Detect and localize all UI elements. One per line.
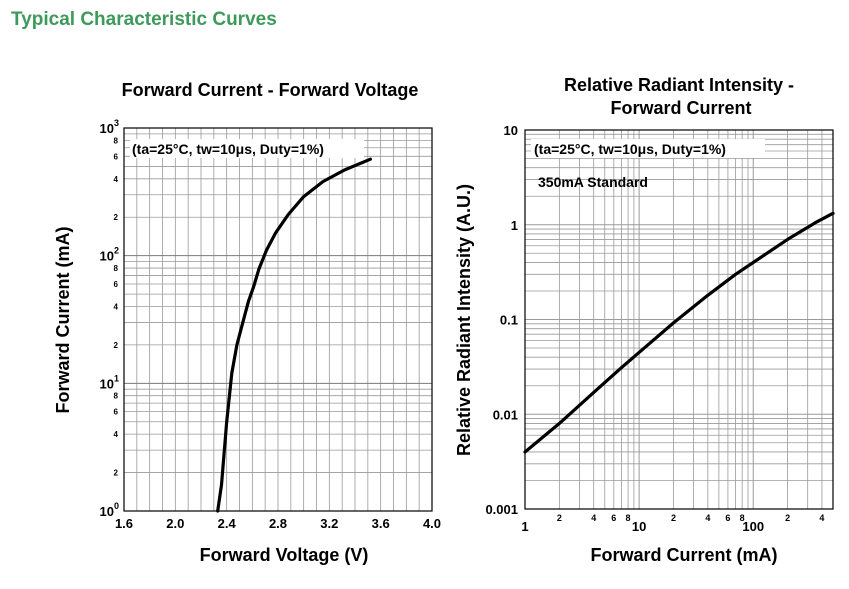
y-minor-tick-label: 6 [114,152,119,161]
x-tick-label: 3.6 [372,516,390,531]
x-tick-label: 2.0 [166,516,184,531]
y-tick-labels: 0.001 0.01 0.1 1 10 [485,123,518,517]
y-minor-tick-label: 6 [114,408,119,417]
x-minor-tick-label: 6 [725,513,730,523]
chart-title: Forward Current - Forward Voltage [122,80,419,100]
x-minor-tick-label: 8 [626,513,631,523]
x-axis-label: Forward Voltage (V) [200,545,369,565]
y-axis-label: Relative Radiant Intensity (A.U.) [454,184,474,456]
x-minor-tick-label: 2 [671,513,676,523]
plot-frame [524,129,834,510]
y-minor-tick-label: 6 [114,280,119,289]
forward-current-voltage-chart: Forward Current - Forward Voltage 100 101… [53,80,441,565]
y-minor-tick-label: 4 [114,430,119,439]
x-minor-tick-label: 2 [785,513,790,523]
x-minor-tick-label: 4 [705,513,710,523]
x-minor-tick-label: 6 [611,513,616,523]
y-tick-label: 103 [100,118,119,136]
y-minor-tick-label: 8 [114,136,119,145]
annotation-box [130,139,364,158]
conditions-annotation: (ta=25°C, tw=10μs, Duty=1%) [132,141,324,157]
x-tick-label: 2.4 [218,516,237,531]
series-line [216,157,372,513]
relative-intensity-current-chart: Relative Radiant Intensity - Forward Cur… [454,75,835,565]
y-tick-label: 0.1 [500,313,518,328]
x-tick-label: 10 [632,519,646,534]
series-curve [523,211,835,454]
y-tick-label: 101 [100,373,119,391]
annotation-box [531,139,765,158]
x-tick-labels: 1.6 2.0 2.4 2.8 3.2 3.6 4.0 [115,516,441,531]
x-tick-label: 1.6 [115,516,133,531]
y-minor-tick-label: 2 [114,213,119,222]
y-tick-label: 0.001 [485,502,518,517]
y-tick-label: 102 [100,246,119,264]
x-tick-label: 3.2 [320,516,338,531]
x-minor-tick-label: 8 [740,513,745,523]
x-minor-tick-label: 4 [591,513,596,523]
series-curve [216,157,372,513]
y-minor-tick-label: 8 [114,264,119,273]
y-tick-label: 10 [504,123,518,138]
series-line [523,211,835,454]
x-tick-label: 1 [521,519,528,534]
plot-frame [123,127,433,512]
y-minor-tick-label: 2 [114,341,119,350]
section-title: Typical Characteristic Curves [11,9,277,30]
y-minor-tick-label: 4 [114,302,119,311]
y-tick-labels: 100 101 102 103 2 4 6 8 2 4 6 8 2 4 6 8 [100,118,119,519]
y-minor-tick-label: 2 [114,469,119,478]
x-minor-tick-label: 2 [557,513,562,523]
x-tick-label: 4.0 [423,516,441,531]
x-axis-label: Forward Current (mA) [590,545,777,565]
grid [124,128,432,511]
grid [525,130,833,509]
standard-annotation: 350mA Standard [538,174,648,190]
y-tick-label: 0.01 [493,407,518,422]
y-minor-tick-label: 8 [114,392,119,401]
y-axis-label: Forward Current (mA) [53,226,73,413]
y-minor-tick-label: 4 [114,175,119,184]
chart-title-line-2: Forward Current [610,98,751,118]
x-tick-label: 100 [742,519,764,534]
y-tick-label: 100 [100,501,119,519]
chart-title-line-1: Relative Radiant Intensity - [564,75,794,95]
y-tick-label: 1 [511,218,518,233]
x-minor-tick-label: 4 [819,513,824,523]
x-tick-label: 2.8 [269,516,287,531]
conditions-annotation: (ta=25°C, tw=10μs, Duty=1%) [534,141,726,157]
